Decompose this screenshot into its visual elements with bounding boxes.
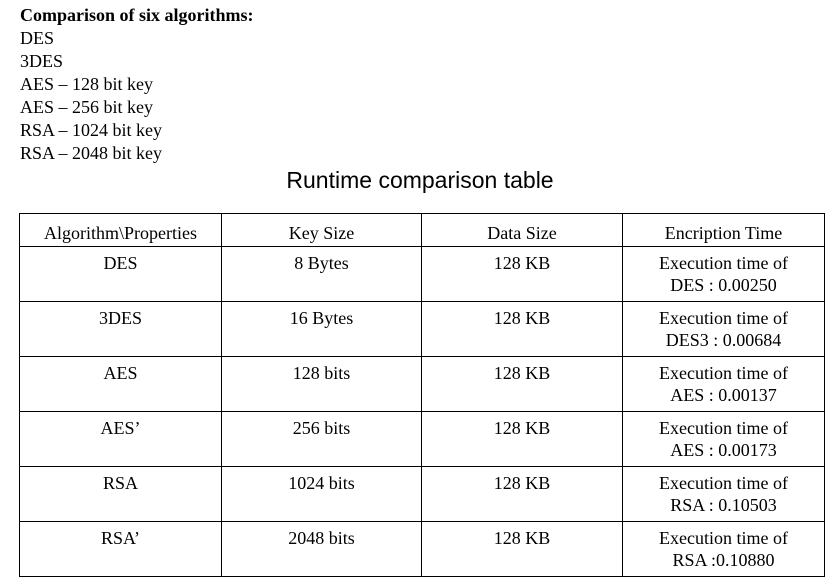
cell-encryption-time: Execution time of DES3 : 0.00684 <box>622 301 825 357</box>
time-value: RSA : 0.10503 <box>670 495 777 515</box>
cell-encryption-time: Execution time of AES : 0.00137 <box>622 356 825 412</box>
cell-algorithm: RSA’ <box>19 521 222 577</box>
cell-key-size: 16 Bytes <box>221 301 422 357</box>
cell-encryption-time: Execution time of AES : 0.00173 <box>622 411 825 467</box>
header-key-size: Key Size <box>221 213 422 247</box>
table-header-row: Algorithm\Properties Key Size Data Size … <box>19 213 825 247</box>
header-algorithm: Algorithm\Properties <box>19 213 222 247</box>
algorithm-list-item: AES – 128 bit key <box>20 74 153 94</box>
time-label: Execution time of <box>659 473 788 493</box>
cell-data-size: 128 KB <box>421 301 623 357</box>
cell-key-size: 256 bits <box>221 411 422 467</box>
table-row: RSA’ 2048 bits 128 KB Execution time of … <box>19 521 825 577</box>
cell-algorithm: AES <box>19 356 222 412</box>
time-label: Execution time of <box>659 308 788 328</box>
time-value: RSA :0.10880 <box>672 550 775 570</box>
cell-algorithm: RSA <box>19 466 222 522</box>
cell-encryption-time: Execution time of RSA : 0.10503 <box>622 466 825 522</box>
time-value: AES : 0.00137 <box>670 385 777 405</box>
algorithm-list-item: RSA – 2048 bit key <box>20 143 163 163</box>
algorithm-list-item: AES – 256 bit key <box>20 97 153 117</box>
cell-key-size: 2048 bits <box>221 521 422 577</box>
cell-encryption-time: Execution time of DES : 0.00250 <box>622 246 825 302</box>
runtime-comparison-table: Algorithm\Properties Key Size Data Size … <box>19 213 825 577</box>
table-row: AES’ 256 bits 128 KB Execution time of A… <box>19 411 825 467</box>
header-data-size: Data Size <box>421 213 623 247</box>
cell-data-size: 128 KB <box>421 521 623 577</box>
header-encryption-time: Encription Time <box>622 213 825 247</box>
time-label: Execution time of <box>659 528 788 548</box>
time-label: Execution time of <box>659 418 788 438</box>
time-label: Execution time of <box>659 363 788 383</box>
cell-key-size: 1024 bits <box>221 466 422 522</box>
algorithm-list-item: DES <box>20 28 55 48</box>
intro-section: Comparison of six algorithms: DES 3DES A… <box>20 4 254 165</box>
cell-algorithm: 3DES <box>19 301 222 357</box>
table-row: AES 128 bits 128 KB Execution time of AE… <box>19 356 825 412</box>
table-title: Runtime comparison table <box>286 167 554 193</box>
algorithm-list-item: RSA – 1024 bit key <box>20 120 163 140</box>
cell-encryption-time: Execution time of RSA :0.10880 <box>622 521 825 577</box>
cell-data-size: 128 KB <box>421 246 623 302</box>
cell-data-size: 128 KB <box>421 356 623 412</box>
time-value: DES : 0.00250 <box>670 275 777 295</box>
time-value: AES : 0.00173 <box>670 440 777 460</box>
cell-key-size: 8 Bytes <box>221 246 422 302</box>
time-label: Execution time of <box>659 253 788 273</box>
cell-algorithm: AES’ <box>19 411 222 467</box>
algorithm-list-item: 3DES <box>20 51 64 71</box>
cell-data-size: 128 KB <box>421 466 623 522</box>
table-row: 3DES 16 Bytes 128 KB Execution time of D… <box>19 301 825 357</box>
cell-algorithm: DES <box>19 246 222 302</box>
cell-key-size: 128 bits <box>221 356 422 412</box>
table-row: DES 8 Bytes 128 KB Execution time of DES… <box>19 246 825 302</box>
time-value: DES3 : 0.00684 <box>665 330 782 350</box>
intro-heading: Comparison of six algorithms: <box>20 5 254 25</box>
table-row: RSA 1024 bits 128 KB Execution time of R… <box>19 466 825 522</box>
cell-data-size: 128 KB <box>421 411 623 467</box>
